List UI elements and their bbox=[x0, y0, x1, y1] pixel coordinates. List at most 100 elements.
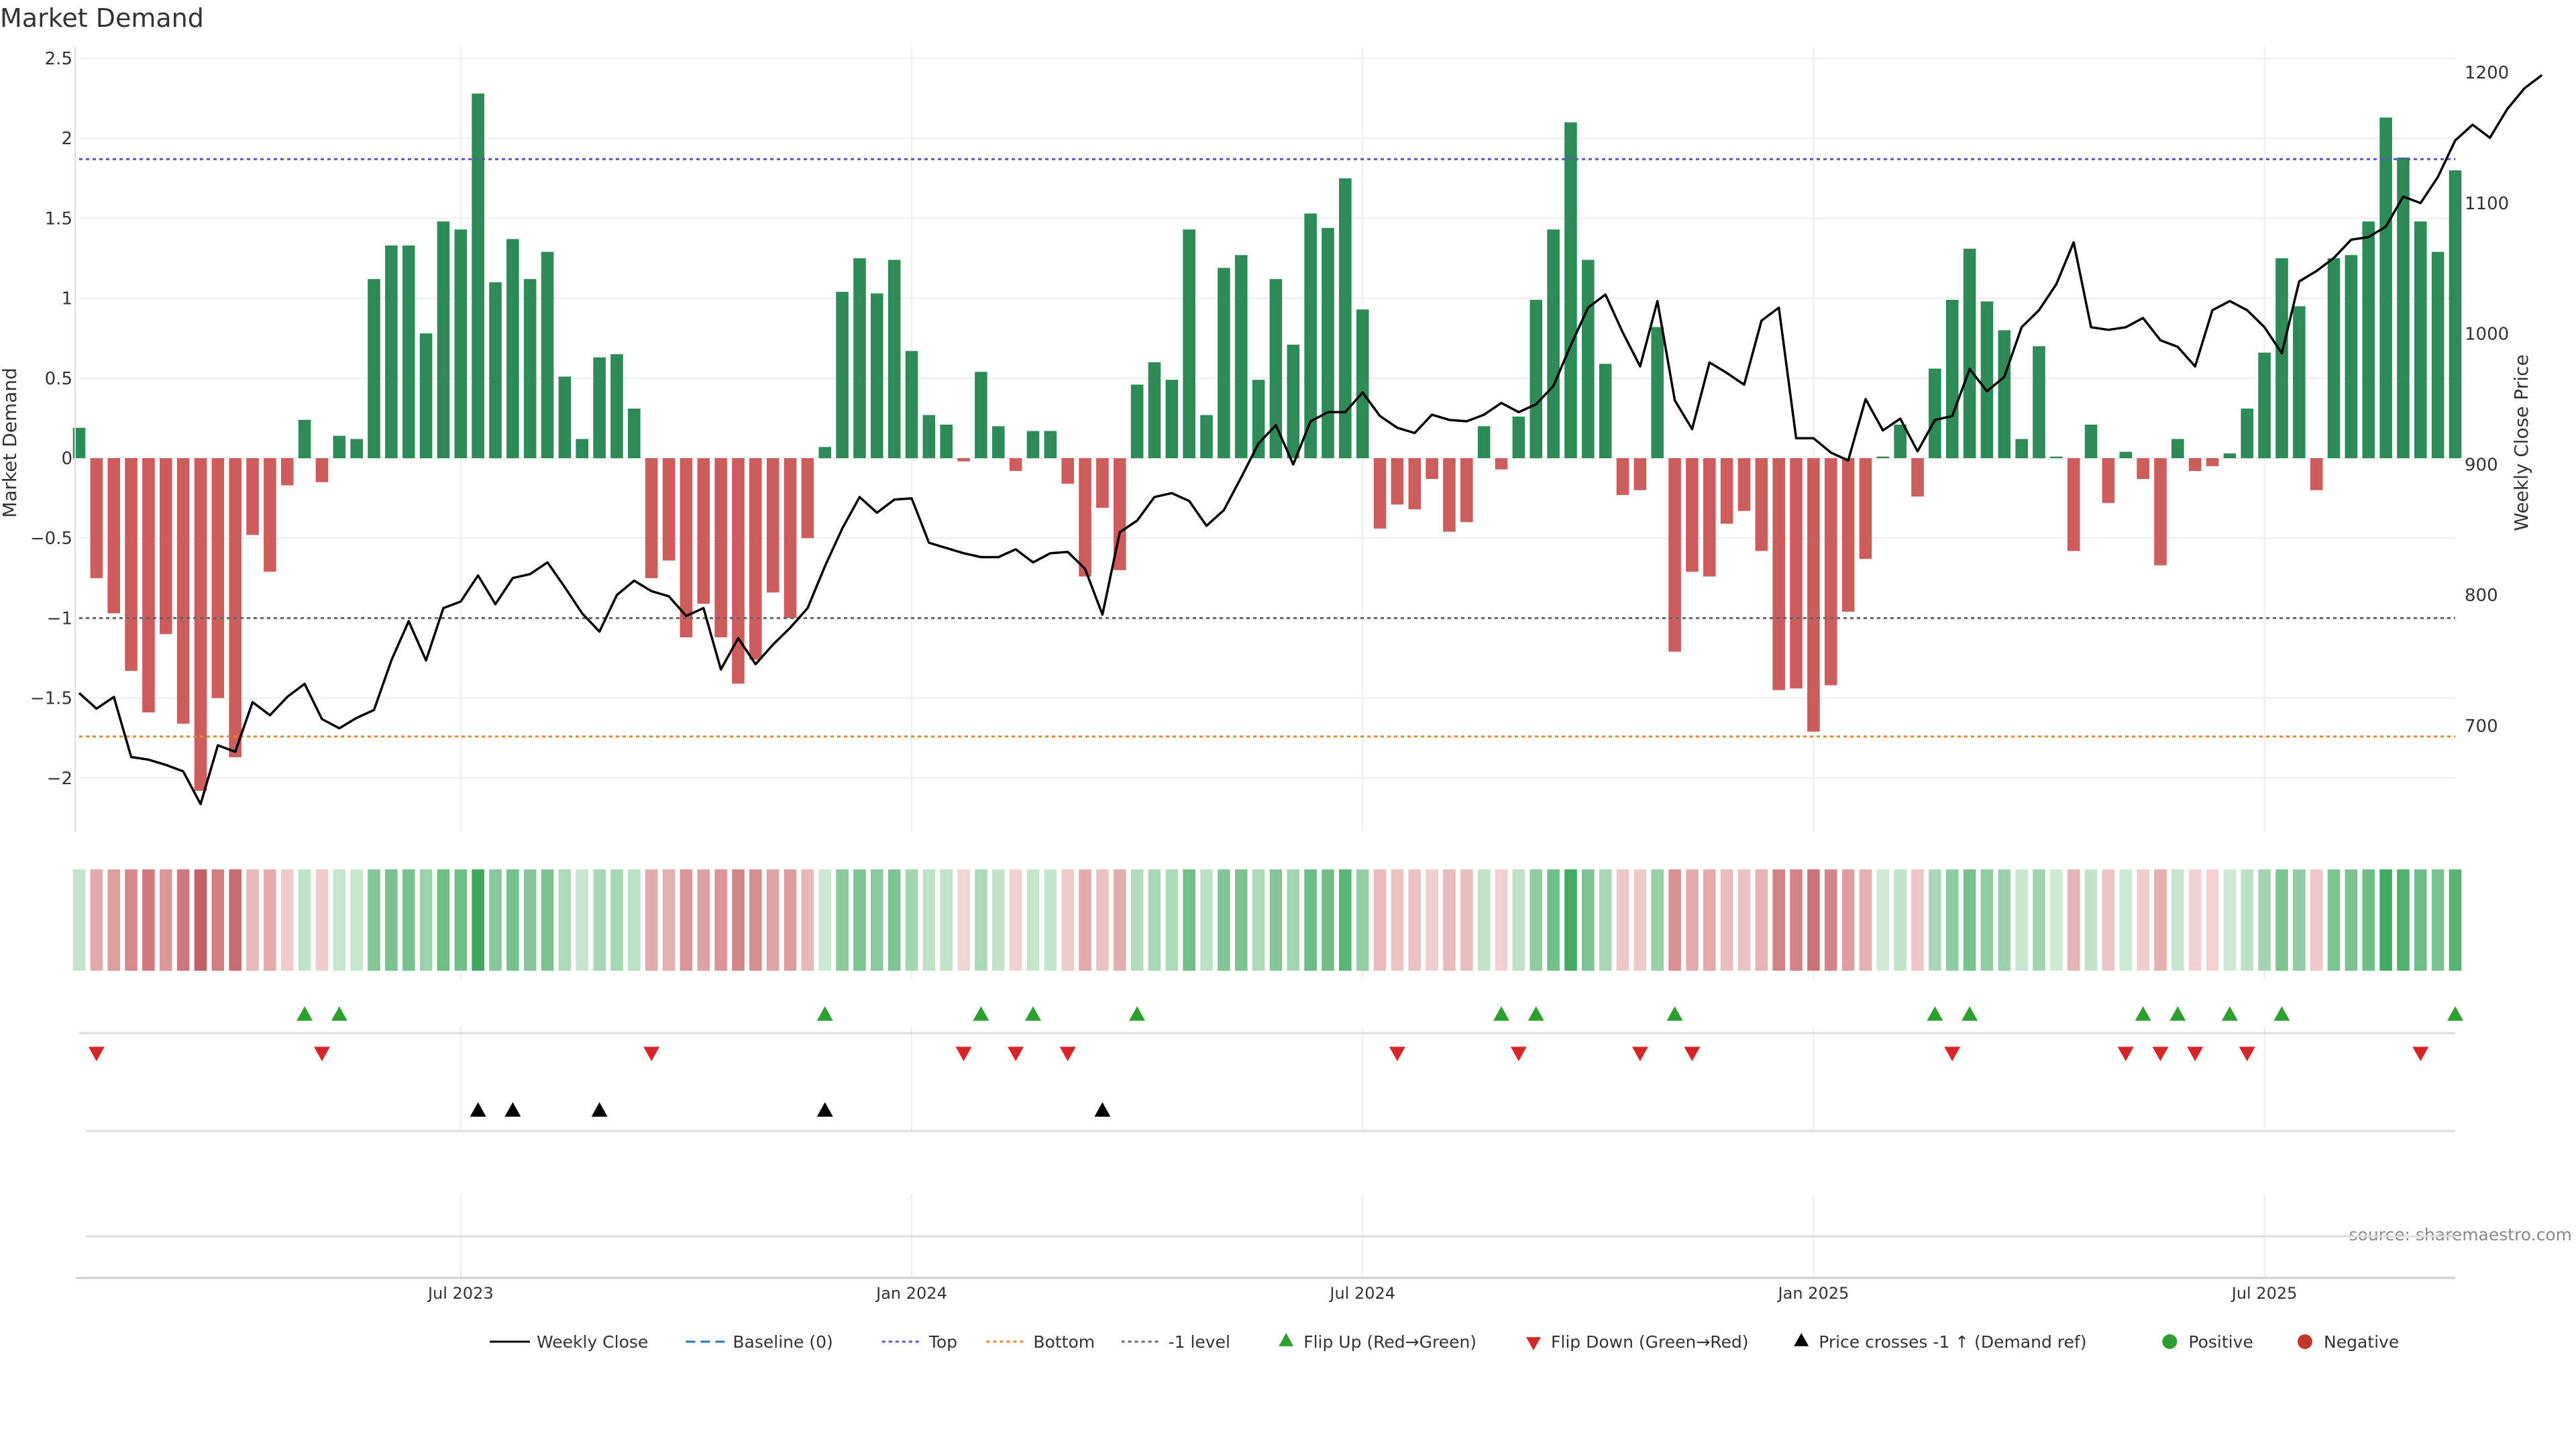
heat-cell bbox=[2171, 869, 2184, 971]
demand-bar bbox=[1599, 364, 1612, 458]
heat-cell bbox=[1911, 869, 1924, 971]
y2-tick-label: 1100 bbox=[2465, 194, 2509, 214]
flip-up-marker bbox=[1962, 1006, 1978, 1021]
demand-bar bbox=[2327, 258, 2341, 458]
demand-bar bbox=[1945, 299, 1959, 458]
demand-bar bbox=[1633, 458, 1647, 490]
demand-bar bbox=[1096, 458, 1109, 508]
flip-down-marker bbox=[2412, 1046, 2429, 1061]
heat-cell bbox=[2137, 869, 2149, 971]
y-axis-label: Market Demand bbox=[0, 368, 21, 518]
legend-item: Bottom bbox=[986, 1332, 1095, 1352]
demand-bar bbox=[2067, 458, 2080, 551]
demand-bar bbox=[1651, 327, 1664, 458]
heat-cell bbox=[2015, 869, 2028, 971]
heat-strip bbox=[72, 869, 2462, 971]
demand-bar bbox=[229, 458, 241, 757]
heat-cell bbox=[905, 869, 918, 971]
heat-cell bbox=[2223, 869, 2237, 971]
flip-up-marker bbox=[973, 1006, 989, 1021]
demand-bar bbox=[1165, 380, 1179, 458]
demand-bar bbox=[610, 354, 623, 458]
demand-bar bbox=[1512, 417, 1525, 458]
heat-cell bbox=[1737, 869, 1751, 971]
heat-cell bbox=[1322, 869, 1334, 971]
demand-bar bbox=[975, 372, 987, 458]
demand-bar bbox=[385, 245, 398, 458]
heat-cell bbox=[1183, 869, 1195, 971]
heat-cell bbox=[1044, 869, 1057, 971]
demand-bar bbox=[905, 351, 918, 458]
heat-cell bbox=[194, 869, 207, 971]
heat-cell bbox=[2188, 869, 2202, 971]
demand-bar bbox=[176, 458, 190, 724]
demand-bar bbox=[1755, 458, 1768, 551]
legend-label: -1 level bbox=[1169, 1332, 1230, 1352]
demand-bar bbox=[576, 439, 589, 458]
demand-bar bbox=[1686, 458, 1699, 572]
heat-cell bbox=[1477, 869, 1491, 971]
y-tick-label: 0 bbox=[61, 449, 72, 469]
demand-bar bbox=[506, 239, 519, 458]
heat-cell bbox=[2397, 869, 2410, 971]
heat-cell bbox=[1287, 869, 1300, 971]
heat-cell bbox=[2102, 869, 2115, 971]
demand-bar bbox=[1963, 248, 1976, 458]
signal-markers bbox=[88, 1006, 2463, 1117]
flip-down-marker bbox=[2117, 1046, 2134, 1061]
legend-label: Price crosses -1 ↑ (Demand ref) bbox=[1819, 1332, 2086, 1352]
demand-bar bbox=[159, 458, 172, 635]
heat-cell bbox=[1130, 869, 1144, 971]
flip-down-marker bbox=[1008, 1046, 1024, 1061]
demand-bar bbox=[957, 458, 970, 462]
demand-bar bbox=[1703, 458, 1716, 577]
demand-bar bbox=[472, 93, 484, 458]
flip-down-marker bbox=[2239, 1046, 2255, 1061]
heat-cell bbox=[593, 869, 606, 971]
legend-label: Flip Down (Green→Red) bbox=[1551, 1332, 1749, 1352]
flip-down-marker bbox=[1059, 1046, 1076, 1061]
demand-bar bbox=[437, 221, 450, 458]
demand-bar bbox=[1668, 458, 1681, 652]
heat-cell bbox=[1599, 869, 1612, 971]
heat-cell bbox=[1720, 869, 1733, 971]
demand-bar bbox=[419, 333, 433, 458]
demand-bar bbox=[1790, 458, 1803, 689]
heat-cell bbox=[922, 869, 936, 971]
heat-cell bbox=[125, 869, 138, 971]
demand-bar bbox=[1529, 299, 1543, 458]
heat-cell bbox=[714, 869, 727, 971]
demand-bar bbox=[1269, 278, 1283, 458]
y-tick-label: −0.5 bbox=[30, 529, 72, 549]
heat-cell bbox=[991, 869, 1005, 971]
demand-bar bbox=[1824, 458, 1837, 686]
heat-cell bbox=[1651, 869, 1664, 971]
flip-up-marker bbox=[1927, 1006, 1943, 1021]
heat-cell bbox=[1998, 869, 2011, 971]
demand-bar bbox=[1616, 458, 1629, 495]
demand-bar bbox=[194, 458, 207, 791]
y2-tick-label: 900 bbox=[2465, 455, 2498, 475]
flip-down-marker bbox=[1944, 1046, 1961, 1061]
demand-bar bbox=[645, 458, 658, 578]
heat-cell bbox=[2119, 869, 2133, 971]
heat-cell bbox=[818, 869, 832, 971]
demand-bar bbox=[211, 458, 225, 698]
heat-cell bbox=[1460, 869, 1473, 971]
demand-bar bbox=[1929, 368, 1941, 458]
heat-cell bbox=[2050, 869, 2063, 971]
weekly-close-line bbox=[78, 74, 2543, 806]
heat-cell bbox=[1113, 869, 1126, 971]
heat-cell bbox=[1807, 869, 1820, 971]
heat-cell bbox=[2293, 869, 2306, 971]
demand-bar bbox=[350, 439, 363, 458]
demand-bar bbox=[680, 458, 693, 638]
heat-cell bbox=[853, 869, 866, 971]
heat-cell bbox=[2275, 869, 2288, 971]
heat-cell bbox=[940, 869, 953, 971]
demand-bar bbox=[368, 278, 380, 458]
demand-bar bbox=[402, 245, 415, 458]
demand-bar bbox=[2293, 306, 2306, 458]
demand-bar bbox=[732, 458, 745, 684]
